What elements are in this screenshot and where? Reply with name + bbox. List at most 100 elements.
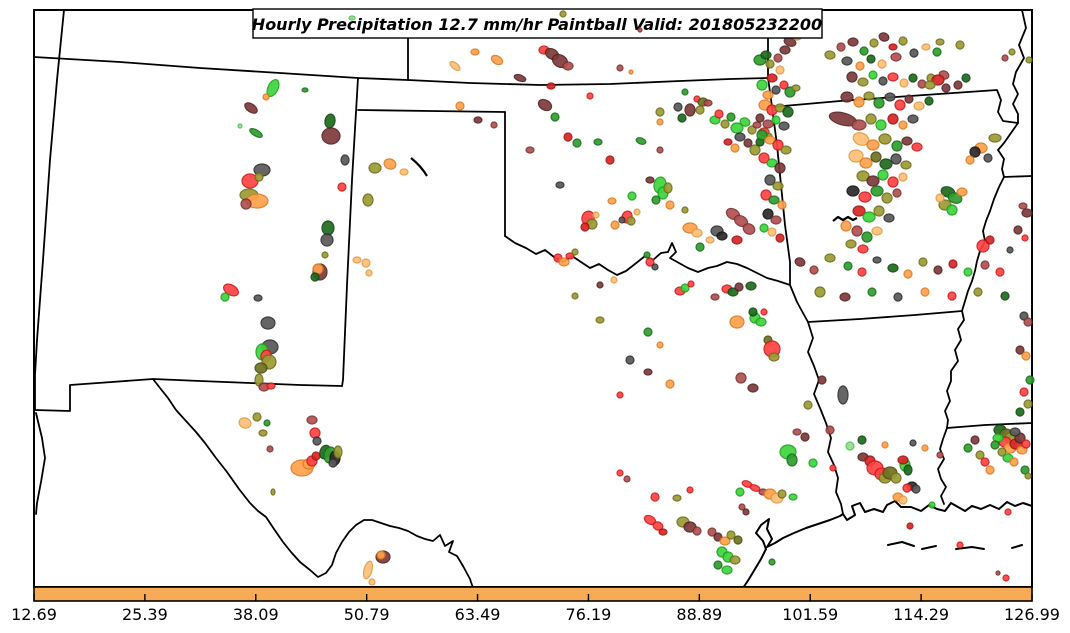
paintball-blob-gray [878, 76, 888, 86]
paintball-blob-dark-green [321, 220, 335, 236]
paintball-blob-orange [607, 197, 617, 205]
paintball-blob-orange [729, 315, 745, 329]
paintball-blob-bright-green [928, 501, 936, 509]
paintball-blob-dark-green [961, 73, 971, 83]
colorbar-tick-label: 12.69 [11, 605, 57, 624]
paintball-blob-dark-olive [254, 362, 268, 374]
paintball-blob-brick [616, 64, 624, 72]
island-path [921, 545, 937, 550]
paintball-blob-maroon [747, 383, 759, 393]
paintball-blob-red [902, 483, 912, 493]
paintball-blob-red [337, 182, 347, 192]
paintball-blob-olive [814, 286, 826, 298]
paintball-blob-orange [762, 90, 774, 100]
paintball-blob-maroon [473, 116, 483, 124]
paintball-blob-maroon [941, 83, 951, 93]
paintball-blob-red [714, 109, 724, 119]
paintball-blob-bright-green [788, 493, 798, 501]
paintball-blob-orange [490, 54, 504, 66]
paintball-blob-light-orange [365, 269, 373, 277]
paintball-blob-bright-green [739, 117, 751, 127]
paintball-blob-gray [260, 316, 276, 330]
paintball-blob-maroon [596, 281, 604, 289]
paintball-blob-orange [921, 444, 929, 452]
paintball-blob-brick [656, 146, 664, 154]
paintball-blob-light-orange [848, 149, 864, 163]
paintball-blob-bright-green [759, 223, 769, 233]
paintball-blob-maroon [779, 45, 791, 55]
paintball-blob-light-orange [767, 227, 777, 237]
paintball-blob-orange [965, 155, 975, 165]
paintball-blob-medium-green [643, 251, 651, 259]
paintball-blob-maroon [743, 138, 753, 148]
paintball-blob-maroon [933, 265, 943, 275]
paintball-blob-light-orange [935, 193, 945, 203]
paintball-blob-gray [618, 216, 626, 224]
paintball-blob-orange [985, 465, 995, 475]
paintball-blob-red [976, 239, 990, 253]
state-border-path [1003, 175, 1033, 178]
paintball-blob-orange [665, 379, 675, 389]
paintball-blob-medium-green [873, 97, 885, 109]
paintball-blob-light-orange [871, 226, 883, 236]
coastline-layer [742, 500, 1033, 589]
paintball-blob-brick [525, 146, 535, 154]
paintball-blob-bright-green [771, 115, 781, 125]
paintball-blob-medium-green [756, 129, 768, 141]
title-box: Hourly Precipitation 12.7 mm/hr Paintbal… [252, 8, 823, 39]
paintball-blob-brick [752, 121, 762, 129]
paintball-blob-light-orange [913, 101, 925, 111]
paintball-blob-dark-green [677, 113, 687, 123]
paintball-blob-red [857, 267, 867, 277]
paintball-blob-maroon [846, 71, 858, 83]
paintball-blob-olive [975, 450, 985, 460]
paintball-blob-medium-green [651, 195, 661, 205]
paintball-blob-olive [898, 36, 908, 46]
paintball-blob-gray [312, 436, 322, 446]
paintball-blob-orange [764, 135, 776, 145]
paintball-blob-bright-green [946, 204, 958, 216]
paintball-blob-maroon [537, 98, 553, 112]
paintball-blob-maroon [755, 113, 765, 123]
paintball-blob-brick [851, 119, 867, 131]
paintball-blob-olive [258, 429, 268, 437]
paintball-blob-brick [773, 53, 783, 63]
paintball-blob-red [760, 189, 772, 201]
paintball-blob-olive [900, 160, 912, 170]
paintball-blob-orange [656, 118, 664, 126]
paintball-blob-crimson [766, 73, 778, 83]
paintball-blob-gray [673, 102, 683, 112]
paintball-blob-red [1019, 387, 1029, 397]
paintball-blob-bright-green [730, 122, 744, 134]
paintball-blob-brick [762, 119, 774, 129]
paintball-blob-dark-green [924, 96, 934, 106]
paintball-blob-dark-green [879, 158, 893, 170]
paintball-blob-crimson [906, 522, 914, 530]
paintball-blob-crimson [775, 233, 785, 243]
paintball-blob-brick [980, 260, 990, 270]
paintball-blob-orange [840, 220, 852, 232]
paintball-blob-brick [710, 293, 720, 301]
paintball-blob-red [1004, 508, 1012, 516]
paintball-blob-brick [742, 223, 756, 235]
colorbar-tick-label: 88.89 [676, 605, 722, 624]
paintball-blob-dark-green [1015, 407, 1025, 417]
paintball-blob-olive [803, 400, 813, 410]
paintball-blob-dark-green [903, 464, 913, 476]
paintball-blob-olive [845, 239, 857, 249]
island-path [887, 541, 915, 547]
paintball-blob-brick [995, 570, 1001, 576]
paintball-blob-orange [470, 48, 480, 56]
paintball-blob-maroon [742, 508, 750, 516]
paintball-blob-crimson [887, 113, 899, 125]
paintball-blob-brick [707, 527, 717, 537]
paintball-blob-medium-green [786, 453, 798, 467]
paintball-blob-olive [873, 205, 885, 217]
paintball-blob-olive [935, 38, 945, 46]
paintball-blob-brick [692, 526, 702, 536]
paintball-blob-gray [1009, 427, 1021, 437]
paintball-blob-olive [824, 253, 836, 263]
paintball-blob-red [858, 191, 872, 203]
paintball-blob-gray [890, 153, 902, 165]
paintball-blob-red [652, 521, 664, 531]
